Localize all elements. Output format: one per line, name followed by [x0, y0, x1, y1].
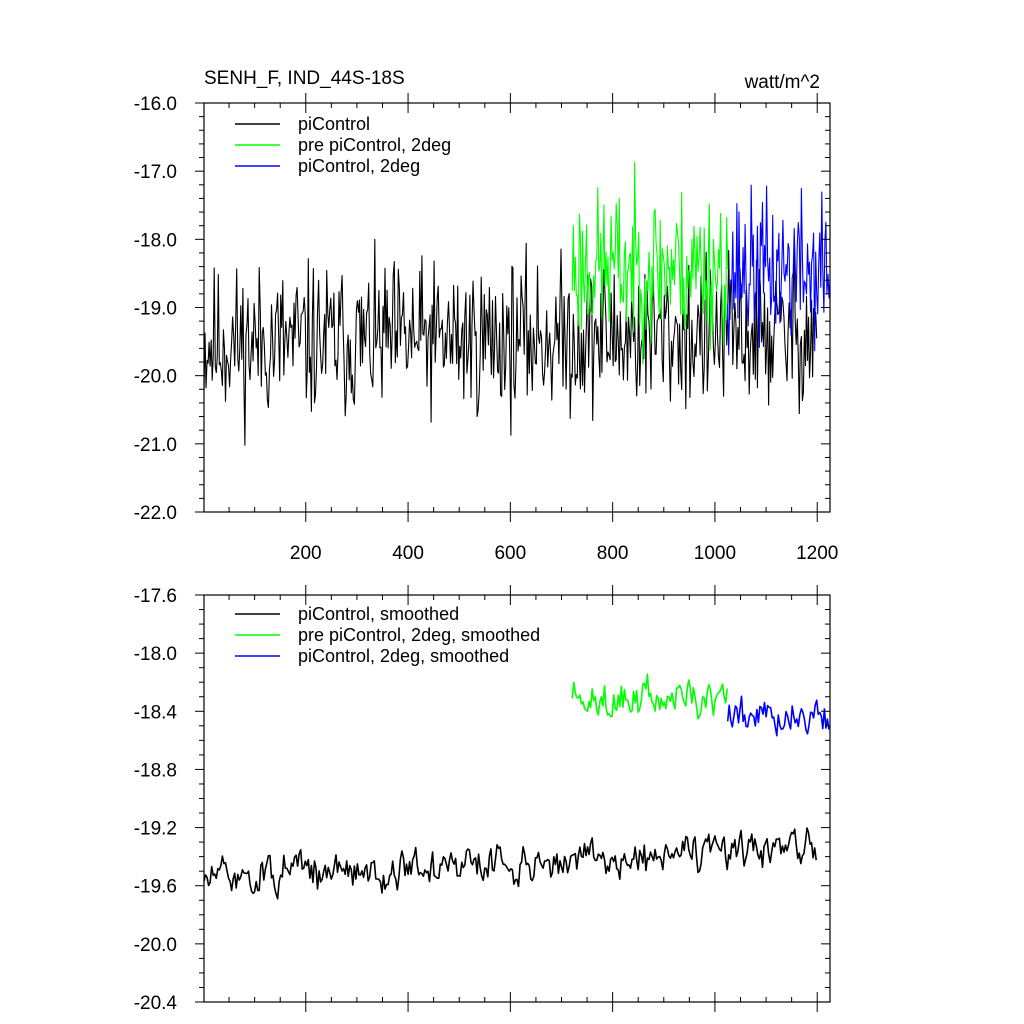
legend-label: piControl, 2deg, smoothed — [298, 646, 509, 666]
series-line-bottom-2 — [726, 695, 830, 737]
y-tick-label: -16.0 — [134, 94, 177, 115]
y-tick-label: -19.6 — [134, 877, 177, 898]
y-tick-label: -18.0 — [134, 644, 177, 665]
panel-top: -16.0 -17.0 -18.0 -19.0 -20.0 -21.0 -22.0 200 40… — [134, 93, 838, 564]
units-label: watt/m^2 — [744, 72, 820, 93]
y-tick-label: -22.0 — [134, 503, 177, 524]
y-tick-label: -18.0 — [134, 230, 177, 251]
series-line-top-0 — [203, 238, 818, 446]
series-line-bottom-1 — [571, 673, 728, 720]
y-tick-label: -20.0 — [134, 935, 177, 956]
y-tick-label: -18.4 — [134, 702, 178, 723]
series-line-top-2 — [727, 184, 831, 356]
y-tick-label: -19.2 — [134, 819, 177, 840]
legend-label: piControl, smoothed — [298, 604, 459, 624]
legend-label: piControl, 2deg — [298, 156, 420, 176]
x-tick-label: 600 — [494, 543, 526, 564]
y-tick-label: -20.0 — [134, 367, 177, 388]
series-line-bottom-0 — [203, 827, 817, 900]
x-tick-label: 1000 — [694, 543, 736, 564]
legend-label: piControl — [298, 114, 370, 134]
x-tick-label: 800 — [597, 543, 629, 564]
x-tick-label: 1200 — [796, 543, 838, 564]
y-tick-label: -20.4 — [134, 993, 178, 1014]
panel-bottom: -17.6 -18.0 -18.4 -18.8 -19.2 -19.6 -20.0 -20.4… — [134, 585, 831, 1014]
legend-label: pre piControl, 2deg, smoothed — [298, 625, 540, 645]
x-tick-label: 400 — [392, 543, 424, 564]
chart-title: SENH_F, IND_44S-18S — [204, 68, 405, 89]
series-line-top-1 — [571, 161, 729, 365]
y-tick-label: -18.8 — [134, 760, 177, 781]
y-tick-label: -17.0 — [134, 162, 177, 183]
y-tick-label: -21.0 — [134, 435, 177, 456]
legend-label: pre piControl, 2deg — [298, 135, 451, 155]
y-tick-label: -17.6 — [134, 586, 177, 607]
x-tick-label: 200 — [290, 543, 322, 564]
y-tick-label: -19.0 — [134, 299, 177, 320]
